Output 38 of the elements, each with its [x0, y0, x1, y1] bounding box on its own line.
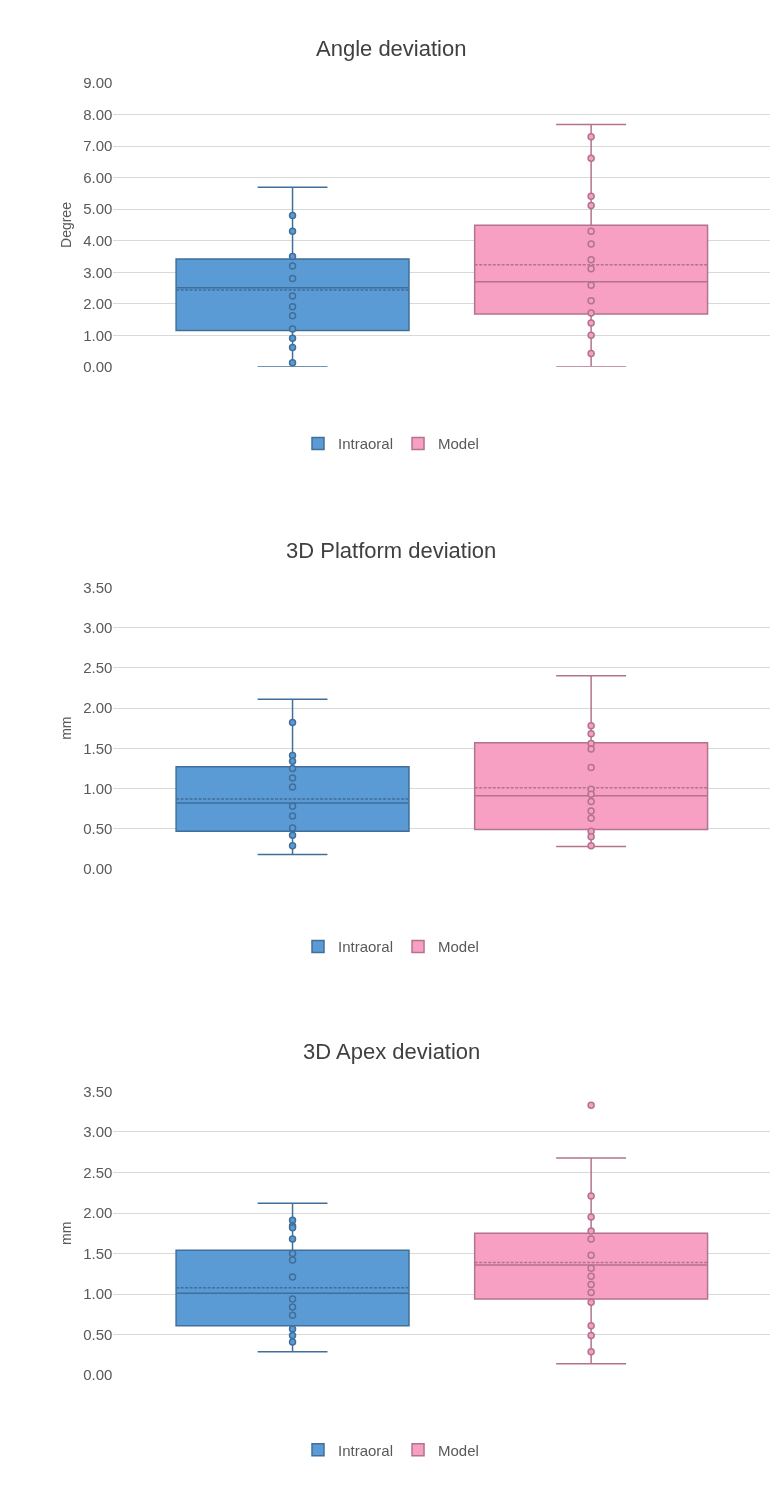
y-tick-label: 9.00 — [83, 74, 113, 92]
y-tick-label: 1.00 — [83, 779, 113, 797]
y-tick-label: 6.00 — [83, 168, 113, 186]
y-axis-title: mm — [57, 1221, 74, 1245]
chart-title: 3D Platform deviation — [286, 538, 497, 563]
legend-label: Model — [438, 1441, 479, 1459]
y-tick-label: 0.00 — [83, 1366, 113, 1384]
legend-label: Intraoral — [338, 1441, 394, 1459]
y-tick-label: 1.00 — [83, 1285, 113, 1303]
y-tick-label: 1.50 — [83, 739, 113, 757]
chart-title: Angle deviation — [316, 36, 467, 61]
y-tick-label: 0.50 — [83, 1325, 113, 1343]
y-tick-label: 2.00 — [83, 1204, 113, 1222]
chart-title: 3D Apex deviation — [303, 1039, 481, 1064]
y-tick-label: 0.50 — [83, 820, 113, 838]
y-tick-label: 0.00 — [83, 860, 113, 878]
y-tick-label: 1.00 — [83, 326, 113, 344]
y-tick-label: 1.50 — [83, 1244, 113, 1262]
y-tick-label: 3.00 — [83, 263, 113, 281]
y-tick-label: 2.50 — [83, 1163, 113, 1181]
y-tick-label: 3.50 — [83, 1082, 113, 1100]
y-tick-label: 2.00 — [83, 699, 113, 717]
y-tick-label: 0.00 — [83, 358, 113, 376]
y-axis-title: mm — [57, 716, 74, 740]
y-tick-label: 3.00 — [83, 618, 113, 636]
y-tick-label: 2.00 — [83, 295, 113, 313]
y-axis-title: Degree — [57, 201, 74, 248]
y-tick-label: 4.00 — [83, 232, 113, 250]
y-tick-label: 7.00 — [83, 137, 113, 155]
y-tick-label: 2.50 — [83, 659, 113, 677]
y-tick-label: 8.00 — [83, 105, 113, 123]
legend-label: Model — [438, 435, 479, 453]
legend-label: Intraoral — [338, 938, 394, 956]
legend-label: Intraoral — [338, 435, 394, 453]
legend-label: Model — [438, 938, 479, 956]
y-tick-label: 3.00 — [83, 1123, 113, 1141]
y-tick-label: 5.00 — [83, 200, 113, 218]
y-tick-label: 3.50 — [83, 578, 113, 596]
